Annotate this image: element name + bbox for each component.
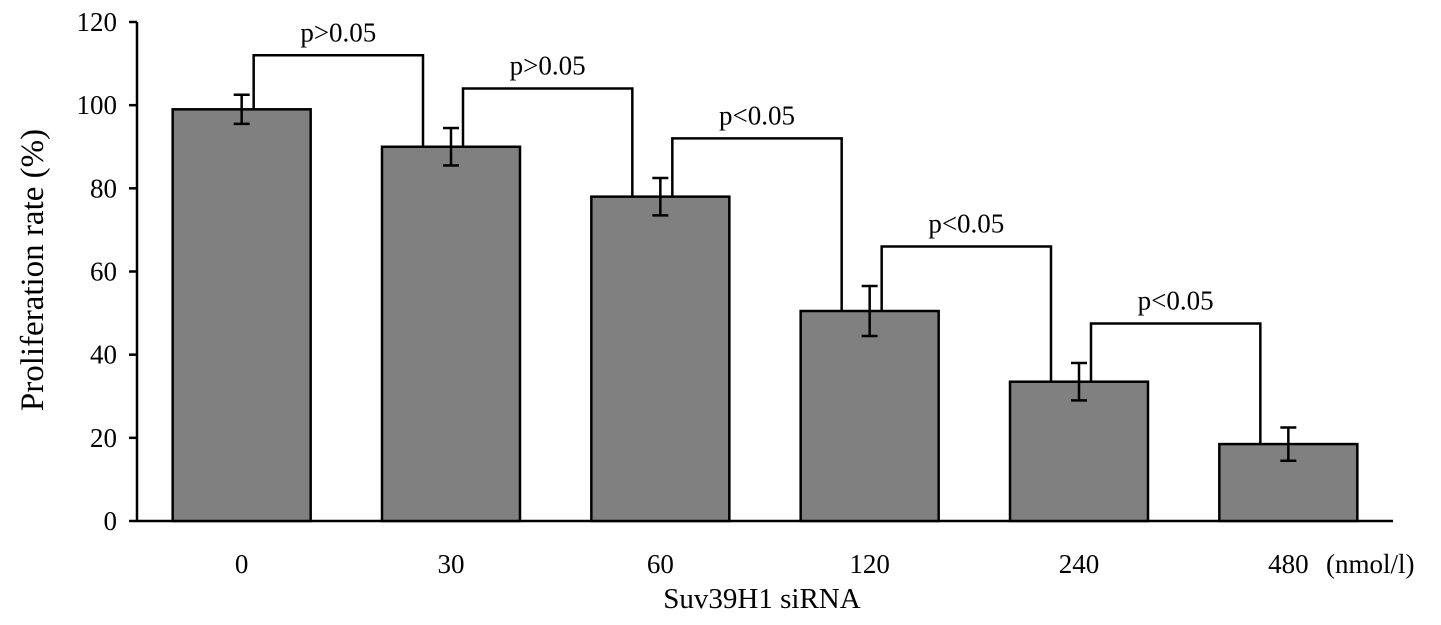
y-tick-label: 0 — [104, 506, 118, 536]
x-axis-title: Suv39H1 siRNA — [663, 583, 860, 615]
significance-bracket — [671, 137, 843, 312]
error-bars-layer — [233, 93, 1297, 462]
y-tick-label: 60 — [90, 257, 117, 287]
bar — [380, 145, 522, 523]
significance-bracket — [880, 245, 1053, 382]
significance-bracket — [1089, 322, 1262, 445]
significance-label: p<0.05 — [719, 100, 795, 130]
y-tick-label: 80 — [90, 173, 117, 203]
axes-layer: 0 20 40 60 80 100 120 0 30 60 120 240 480 — [77, 7, 1393, 579]
x-tick-label: 480 — [1268, 549, 1309, 579]
y-tick-label: 120 — [77, 7, 118, 37]
significance-label: p<0.05 — [928, 209, 1004, 239]
significance-label: p<0.05 — [1138, 285, 1214, 315]
bar — [1008, 380, 1150, 523]
significance-label: p>0.05 — [510, 51, 586, 81]
significance-label: p>0.05 — [300, 17, 376, 47]
x-tick-label: 30 — [438, 549, 465, 579]
bar — [590, 195, 731, 523]
x-axis-unit-label: (nmol/l) — [1326, 549, 1415, 579]
y-tick-label: 40 — [90, 340, 117, 370]
x-tick-label: 240 — [1059, 549, 1100, 579]
significance-bracket — [461, 87, 634, 197]
bars-layer — [171, 108, 1359, 523]
significance-bracket — [252, 54, 425, 147]
bar — [799, 309, 940, 523]
x-tick-label: 60 — [647, 549, 674, 579]
x-tick-label: 0 — [235, 549, 249, 579]
y-axis-title: Proliferation rate (%) — [15, 129, 51, 411]
y-tick-label: 20 — [90, 423, 117, 453]
bar — [171, 108, 312, 523]
y-tick-label: 100 — [77, 90, 118, 120]
significance-layer: p>0.05 p>0.05 p<0.05 p<0.05 p<0.05 — [252, 17, 1262, 445]
x-tick-label: 120 — [849, 549, 890, 579]
